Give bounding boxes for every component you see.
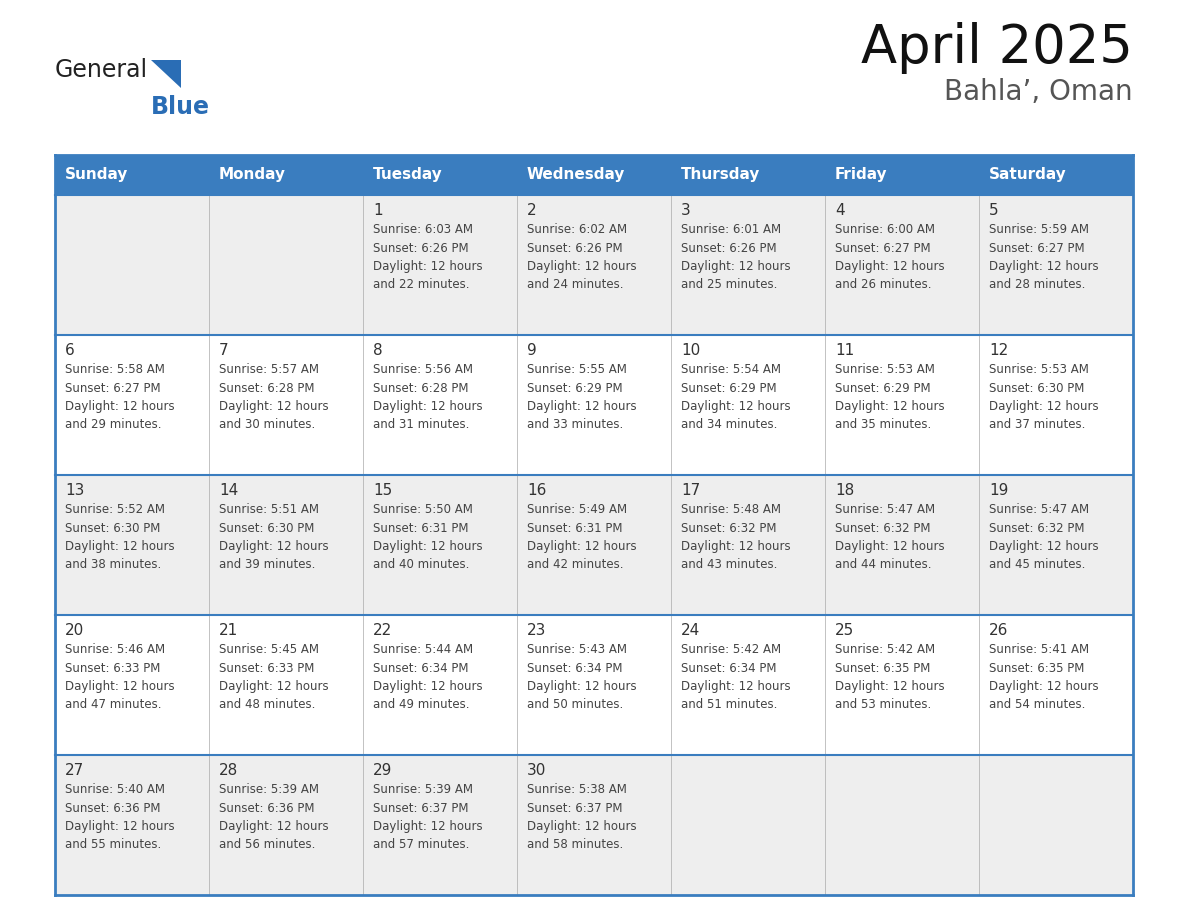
Text: 24: 24 — [681, 623, 700, 638]
Text: Sunrise: 5:53 AM
Sunset: 6:29 PM
Daylight: 12 hours
and 35 minutes.: Sunrise: 5:53 AM Sunset: 6:29 PM Dayligh… — [835, 363, 944, 431]
Text: Sunrise: 5:38 AM
Sunset: 6:37 PM
Daylight: 12 hours
and 58 minutes.: Sunrise: 5:38 AM Sunset: 6:37 PM Dayligh… — [527, 783, 637, 852]
Text: 6: 6 — [65, 343, 75, 358]
Text: Sunrise: 5:54 AM
Sunset: 6:29 PM
Daylight: 12 hours
and 34 minutes.: Sunrise: 5:54 AM Sunset: 6:29 PM Dayligh… — [681, 363, 791, 431]
Text: 10: 10 — [681, 343, 700, 358]
Text: Sunrise: 5:45 AM
Sunset: 6:33 PM
Daylight: 12 hours
and 48 minutes.: Sunrise: 5:45 AM Sunset: 6:33 PM Dayligh… — [219, 643, 329, 711]
Text: 11: 11 — [835, 343, 854, 358]
Text: Saturday: Saturday — [988, 167, 1067, 183]
Text: Sunrise: 5:52 AM
Sunset: 6:30 PM
Daylight: 12 hours
and 38 minutes.: Sunrise: 5:52 AM Sunset: 6:30 PM Dayligh… — [65, 503, 175, 572]
Text: 15: 15 — [373, 483, 392, 498]
Text: Bahla’, Oman: Bahla’, Oman — [944, 78, 1133, 106]
Text: Sunrise: 5:39 AM
Sunset: 6:36 PM
Daylight: 12 hours
and 56 minutes.: Sunrise: 5:39 AM Sunset: 6:36 PM Dayligh… — [219, 783, 329, 852]
Text: 8: 8 — [373, 343, 383, 358]
Text: 19: 19 — [988, 483, 1009, 498]
Text: Sunrise: 5:49 AM
Sunset: 6:31 PM
Daylight: 12 hours
and 42 minutes.: Sunrise: 5:49 AM Sunset: 6:31 PM Dayligh… — [527, 503, 637, 572]
Text: 21: 21 — [219, 623, 239, 638]
Text: 14: 14 — [219, 483, 239, 498]
Text: Sunrise: 5:59 AM
Sunset: 6:27 PM
Daylight: 12 hours
and 28 minutes.: Sunrise: 5:59 AM Sunset: 6:27 PM Dayligh… — [988, 223, 1099, 292]
Text: Sunrise: 5:39 AM
Sunset: 6:37 PM
Daylight: 12 hours
and 57 minutes.: Sunrise: 5:39 AM Sunset: 6:37 PM Dayligh… — [373, 783, 482, 852]
Text: Sunrise: 5:47 AM
Sunset: 6:32 PM
Daylight: 12 hours
and 45 minutes.: Sunrise: 5:47 AM Sunset: 6:32 PM Dayligh… — [988, 503, 1099, 572]
Text: Sunrise: 5:50 AM
Sunset: 6:31 PM
Daylight: 12 hours
and 40 minutes.: Sunrise: 5:50 AM Sunset: 6:31 PM Dayligh… — [373, 503, 482, 572]
Text: Sunrise: 5:42 AM
Sunset: 6:34 PM
Daylight: 12 hours
and 51 minutes.: Sunrise: 5:42 AM Sunset: 6:34 PM Dayligh… — [681, 643, 791, 711]
Text: Sunrise: 5:43 AM
Sunset: 6:34 PM
Daylight: 12 hours
and 50 minutes.: Sunrise: 5:43 AM Sunset: 6:34 PM Dayligh… — [527, 643, 637, 711]
Text: Tuesday: Tuesday — [373, 167, 443, 183]
Text: Sunrise: 5:48 AM
Sunset: 6:32 PM
Daylight: 12 hours
and 43 minutes.: Sunrise: 5:48 AM Sunset: 6:32 PM Dayligh… — [681, 503, 791, 572]
Text: Sunrise: 5:55 AM
Sunset: 6:29 PM
Daylight: 12 hours
and 33 minutes.: Sunrise: 5:55 AM Sunset: 6:29 PM Dayligh… — [527, 363, 637, 431]
Bar — [55, 155, 1133, 195]
Text: 27: 27 — [65, 763, 84, 778]
Text: Sunday: Sunday — [65, 167, 128, 183]
Text: Blue: Blue — [151, 95, 210, 119]
Text: Friday: Friday — [835, 167, 887, 183]
Text: 18: 18 — [835, 483, 854, 498]
Text: 23: 23 — [527, 623, 546, 638]
Text: Thursday: Thursday — [681, 167, 760, 183]
Text: 25: 25 — [835, 623, 854, 638]
Text: Sunrise: 6:01 AM
Sunset: 6:26 PM
Daylight: 12 hours
and 25 minutes.: Sunrise: 6:01 AM Sunset: 6:26 PM Dayligh… — [681, 223, 791, 292]
Bar — [55, 335, 1133, 475]
Text: 13: 13 — [65, 483, 84, 498]
Bar — [55, 475, 1133, 615]
Text: Sunrise: 5:47 AM
Sunset: 6:32 PM
Daylight: 12 hours
and 44 minutes.: Sunrise: 5:47 AM Sunset: 6:32 PM Dayligh… — [835, 503, 944, 572]
Text: 29: 29 — [373, 763, 392, 778]
Text: Sunrise: 6:02 AM
Sunset: 6:26 PM
Daylight: 12 hours
and 24 minutes.: Sunrise: 6:02 AM Sunset: 6:26 PM Dayligh… — [527, 223, 637, 292]
Polygon shape — [151, 60, 181, 88]
Text: Sunrise: 5:58 AM
Sunset: 6:27 PM
Daylight: 12 hours
and 29 minutes.: Sunrise: 5:58 AM Sunset: 6:27 PM Dayligh… — [65, 363, 175, 431]
Text: Sunrise: 5:57 AM
Sunset: 6:28 PM
Daylight: 12 hours
and 30 minutes.: Sunrise: 5:57 AM Sunset: 6:28 PM Dayligh… — [219, 363, 329, 431]
Text: Sunrise: 6:00 AM
Sunset: 6:27 PM
Daylight: 12 hours
and 26 minutes.: Sunrise: 6:00 AM Sunset: 6:27 PM Dayligh… — [835, 223, 944, 292]
Text: Sunrise: 5:53 AM
Sunset: 6:30 PM
Daylight: 12 hours
and 37 minutes.: Sunrise: 5:53 AM Sunset: 6:30 PM Dayligh… — [988, 363, 1099, 431]
Bar — [55, 195, 1133, 335]
Text: Sunrise: 6:03 AM
Sunset: 6:26 PM
Daylight: 12 hours
and 22 minutes.: Sunrise: 6:03 AM Sunset: 6:26 PM Dayligh… — [373, 223, 482, 292]
Text: Sunrise: 5:46 AM
Sunset: 6:33 PM
Daylight: 12 hours
and 47 minutes.: Sunrise: 5:46 AM Sunset: 6:33 PM Dayligh… — [65, 643, 175, 711]
Text: 12: 12 — [988, 343, 1009, 358]
Bar — [55, 615, 1133, 755]
Text: Sunrise: 5:40 AM
Sunset: 6:36 PM
Daylight: 12 hours
and 55 minutes.: Sunrise: 5:40 AM Sunset: 6:36 PM Dayligh… — [65, 783, 175, 852]
Text: Sunrise: 5:41 AM
Sunset: 6:35 PM
Daylight: 12 hours
and 54 minutes.: Sunrise: 5:41 AM Sunset: 6:35 PM Dayligh… — [988, 643, 1099, 711]
Text: 30: 30 — [527, 763, 546, 778]
Bar — [55, 755, 1133, 895]
Text: 4: 4 — [835, 203, 845, 218]
Text: 5: 5 — [988, 203, 999, 218]
Text: Sunrise: 5:51 AM
Sunset: 6:30 PM
Daylight: 12 hours
and 39 minutes.: Sunrise: 5:51 AM Sunset: 6:30 PM Dayligh… — [219, 503, 329, 572]
Text: 22: 22 — [373, 623, 392, 638]
Text: Wednesday: Wednesday — [527, 167, 625, 183]
Text: April 2025: April 2025 — [861, 22, 1133, 74]
Text: Sunrise: 5:42 AM
Sunset: 6:35 PM
Daylight: 12 hours
and 53 minutes.: Sunrise: 5:42 AM Sunset: 6:35 PM Dayligh… — [835, 643, 944, 711]
Text: 20: 20 — [65, 623, 84, 638]
Text: 2: 2 — [527, 203, 537, 218]
Text: 17: 17 — [681, 483, 700, 498]
Text: 26: 26 — [988, 623, 1009, 638]
Text: Sunrise: 5:44 AM
Sunset: 6:34 PM
Daylight: 12 hours
and 49 minutes.: Sunrise: 5:44 AM Sunset: 6:34 PM Dayligh… — [373, 643, 482, 711]
Text: 1: 1 — [373, 203, 383, 218]
Text: Monday: Monday — [219, 167, 286, 183]
Text: 16: 16 — [527, 483, 546, 498]
Text: 3: 3 — [681, 203, 690, 218]
Text: 28: 28 — [219, 763, 239, 778]
Text: 7: 7 — [219, 343, 228, 358]
Text: 9: 9 — [527, 343, 537, 358]
Text: General: General — [55, 58, 148, 82]
Text: Sunrise: 5:56 AM
Sunset: 6:28 PM
Daylight: 12 hours
and 31 minutes.: Sunrise: 5:56 AM Sunset: 6:28 PM Dayligh… — [373, 363, 482, 431]
